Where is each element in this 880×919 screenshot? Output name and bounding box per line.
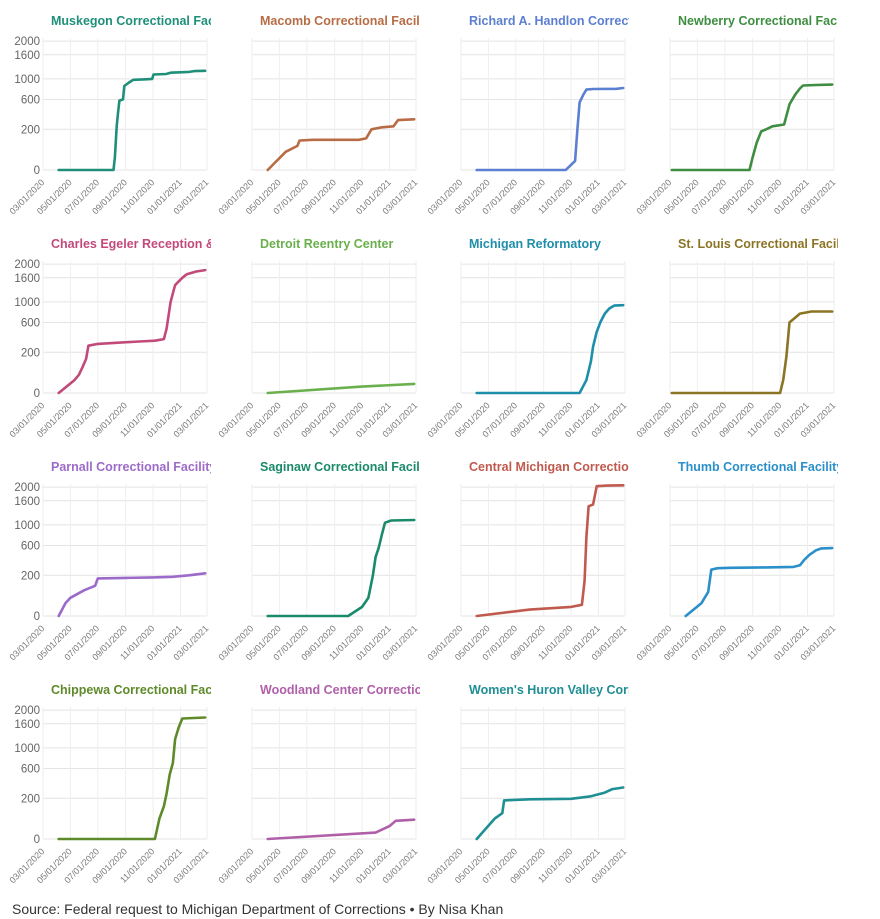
panel-title: Charles Egeler Reception & Guidance Cent… <box>51 237 211 251</box>
panel-title: Central Michigan Correctional Facility <box>469 460 629 474</box>
panel-macomb-correctional-facility: Macomb Correctional Facility 03/01/2020 05… <box>212 5 422 227</box>
y-tick-label: 2000 <box>14 259 40 271</box>
series-line <box>266 118 416 172</box>
panel-women-s-huron-valley-correctional-facility: Women's Huron Valley Correctional Facili… <box>421 674 631 896</box>
panel-saginaw-correctional-facility: Saginaw Correctional Facility 03/01/2020 0… <box>212 451 422 673</box>
y-tick-label: 1600 <box>14 50 40 62</box>
panel-title: Macomb Correctional Facility <box>260 14 420 28</box>
panel-chart: 020060010001600200003/01/202005/01/20200… <box>7 259 210 439</box>
panel-title: Saginaw Correctional Facility <box>260 460 420 474</box>
panel-charles-egeler-reception-guidance-center: Charles Egeler Reception & Guidance Cent… <box>3 228 213 450</box>
y-tick-label: 200 <box>21 347 40 359</box>
y-tick-label: 1000 <box>14 743 40 755</box>
y-tick-label: 0 <box>34 165 40 177</box>
y-tick-label: 600 <box>21 540 40 552</box>
y-tick-label: 1600 <box>14 719 40 731</box>
y-tick-label: 600 <box>21 94 40 106</box>
small-multiples-grid: Muskegon Correctional Facility 0 200 600 100… <box>3 5 840 896</box>
panel-thumb-correctional-facility: Thumb Correctional Facility 03/01/2020 05/… <box>630 451 840 673</box>
panel-chart: 03/01/202005/01/202007/01/202009/01/2020… <box>634 38 837 216</box>
series-line <box>57 268 207 395</box>
panel-title: Newberry Correctional Facility <box>678 14 838 28</box>
y-tick-label: 200 <box>21 570 40 582</box>
panel-chart: 03/01/202005/01/202007/01/202009/01/2020… <box>425 483 628 662</box>
panel-chart: 03/01/202005/01/202007/01/202009/01/2020… <box>634 484 837 662</box>
y-tick-label: 2000 <box>14 705 40 717</box>
panel-parnall-correctional-facility: Parnall Correctional Facility 0 200 600 1000… <box>3 451 213 673</box>
panel-newberry-correctional-facility: Newberry Correctional Facility 03/01/2020… <box>630 5 840 227</box>
y-tick-label: 1600 <box>14 273 40 285</box>
series-line <box>266 382 416 395</box>
panel-chart: 020060010001600200003/01/202005/01/20200… <box>7 482 210 662</box>
panel-chart: 03/01/202005/01/202007/01/202009/01/2020… <box>216 707 419 885</box>
y-tick-label: 0 <box>34 611 40 623</box>
y-tick-label: 1000 <box>14 520 40 532</box>
panel-chart: 03/01/202005/01/202007/01/202009/01/2020… <box>216 261 419 439</box>
panel-woodland-center-correctional-facility: Woodland Center Correctional Facility 03/… <box>212 674 422 896</box>
y-tick-label: 1000 <box>14 297 40 309</box>
series-line <box>57 69 207 172</box>
y-tick-label: 1600 <box>14 496 40 508</box>
panel-title: Woodland Center Correctional Facility <box>260 683 420 697</box>
y-tick-label: 600 <box>21 763 40 775</box>
series-line <box>57 572 207 618</box>
panel-st-louis-correctional-facility: St. Louis Correctional Facility 03/01/202… <box>630 228 840 450</box>
series-line <box>670 83 834 172</box>
panel-title: Richard A. Handlon Correctional Facility <box>469 14 629 28</box>
series-line <box>475 86 625 172</box>
source-note: Source: Federal request to Michigan Depa… <box>12 901 504 917</box>
y-tick-label: 0 <box>34 834 40 846</box>
panel-chart: 03/01/202005/01/202007/01/202009/01/2020… <box>425 261 628 439</box>
series-line <box>266 818 416 841</box>
panel-chart: 020060010001600200003/01/202005/01/20200… <box>7 36 210 216</box>
panel-title: Detroit Reentry Center <box>260 237 394 251</box>
panel-title: Parnall Correctional Facility <box>51 460 211 474</box>
y-tick-label: 200 <box>21 124 40 136</box>
panel-title: St. Louis Correctional Facility <box>678 237 838 251</box>
series-line <box>57 716 207 841</box>
y-tick-label: 600 <box>21 317 40 329</box>
panel-detroit-reentry-center: Detroit Reentry Center 03/01/2020 05/01/20… <box>212 228 422 450</box>
y-tick-label: 0 <box>34 388 40 400</box>
y-tick-label: 2000 <box>14 36 40 48</box>
panel-muskegon-correctional-facility: Muskegon Correctional Facility 0 200 600 100… <box>3 5 213 227</box>
panel-title: Thumb Correctional Facility <box>678 460 838 474</box>
series-line <box>475 303 625 395</box>
panel-title: Women's Huron Valley Correctional Facili… <box>469 683 629 697</box>
panel-central-michigan-correctional-facility: Central Michigan Correctional Facility 03… <box>421 451 631 673</box>
series-line <box>670 310 834 395</box>
panel-chart: 03/01/202005/01/202007/01/202009/01/2020… <box>216 38 419 216</box>
y-tick-label: 1000 <box>14 74 40 86</box>
panel-chart: 03/01/202005/01/202007/01/202009/01/2020… <box>425 707 628 885</box>
panel-chart: 03/01/202005/01/202007/01/202009/01/2020… <box>425 38 628 216</box>
series-line <box>266 518 416 618</box>
series-line <box>475 483 625 618</box>
panel-michigan-reformatory: Michigan Reformatory 03/01/2020 05/01/2020… <box>421 228 631 450</box>
series-line <box>684 546 834 618</box>
panel-chart: 020060010001600200003/01/202005/01/20200… <box>7 705 210 885</box>
series-line <box>475 786 625 841</box>
y-tick-label: 2000 <box>14 482 40 494</box>
panel-chart: 03/01/202005/01/202007/01/202009/01/2020… <box>634 261 837 439</box>
panel-richard-a-handlon-correctional-facility: Richard A. Handlon Correctional Facility… <box>421 5 631 227</box>
panel-chippewa-correctional-facility: Chippewa Correctional Facility 0 200 600 100… <box>3 674 213 896</box>
panel-title: Muskegon Correctional Facility <box>51 14 211 28</box>
panel-title: Michigan Reformatory <box>469 237 601 251</box>
y-tick-label: 200 <box>21 793 40 805</box>
panel-title: Chippewa Correctional Facility <box>51 683 211 697</box>
panel-chart: 03/01/202005/01/202007/01/202009/01/2020… <box>216 484 419 662</box>
